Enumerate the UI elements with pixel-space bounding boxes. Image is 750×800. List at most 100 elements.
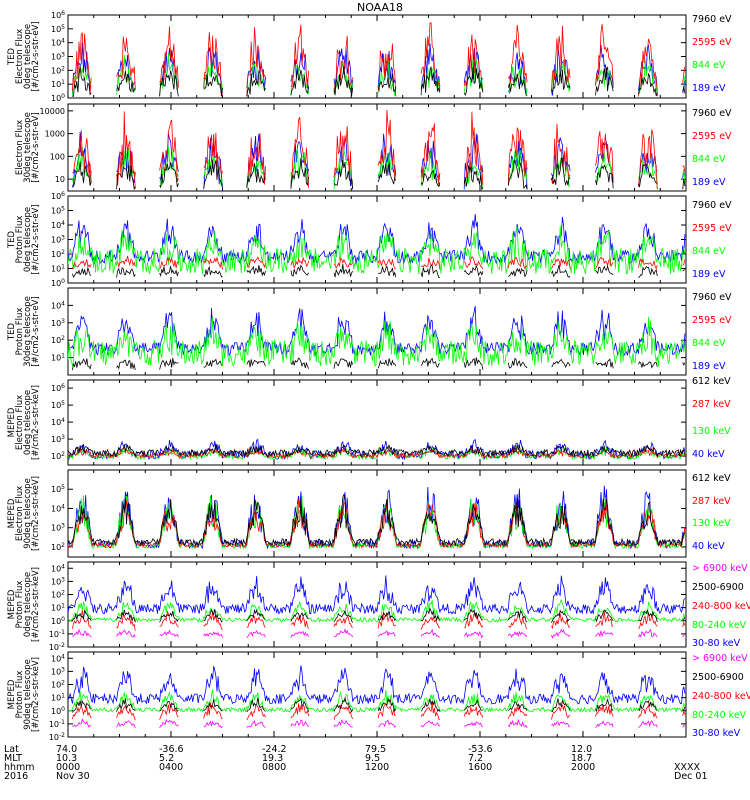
y-tick-label: 102 <box>51 335 65 345</box>
footer-hhmm: 0800 <box>262 762 286 773</box>
footer-mlt: 10.3 <box>56 753 77 764</box>
legend-entry: 40 keV <box>692 449 725 460</box>
y-axis-label: TED <box>7 47 17 66</box>
legend-entry: 30-80 keV <box>692 728 741 739</box>
y-tick-label: 100 <box>51 278 65 288</box>
y-tick-label: 106 <box>51 191 65 201</box>
y-axis-label: [#/cm2-s-str-keV] <box>31 567 41 642</box>
y-tick-label: 104 <box>51 653 65 663</box>
y-axis-label: Electron Flux <box>15 395 25 450</box>
y-tick-label: 10-1 <box>49 719 65 729</box>
legend-entry: 80-240 keV <box>692 620 747 631</box>
y-tick-label: 10-2 <box>49 732 65 742</box>
legend-entry: 7960 eV <box>692 200 732 211</box>
footer-mlt: 5.2 <box>159 753 174 764</box>
panel-frame <box>67 195 687 284</box>
flux-traces <box>68 575 686 639</box>
y-axis-label: TED <box>7 322 17 341</box>
y-axis-label: MEPED <box>7 679 17 709</box>
y-tick-label: 103 <box>51 523 65 533</box>
legend-entry: 189 eV <box>692 83 726 94</box>
footer-hhmm: XXXX <box>674 762 701 773</box>
flux-traces <box>68 213 686 279</box>
y-tick-label: 104 <box>51 417 65 427</box>
footer-hhmm: 0400 <box>159 762 183 773</box>
legend-entry: 2500-6900 <box>692 582 744 593</box>
legend-entry: 189 eV <box>692 269 726 280</box>
y-axis-label: [#/cm2-s-str-eV] <box>31 112 41 182</box>
y-axis-label: MEPED <box>7 407 17 437</box>
legend-entry: 2500-6900 <box>692 672 744 683</box>
footer-date: Nov 30 <box>56 771 90 782</box>
footer-lat: -24.2 <box>262 744 287 755</box>
y-tick-label: 10000 <box>40 107 65 116</box>
y-axis-label: MEPED <box>7 589 17 619</box>
y-tick-label: 101 <box>51 79 65 89</box>
y-axis-label: 0deg telescope <box>23 207 33 272</box>
legend-entry: 844 eV <box>692 338 726 349</box>
legend-entry: 2595 eV <box>692 223 732 234</box>
y-tick-label: 10 <box>55 175 65 184</box>
y-tick-label: 101 <box>51 353 65 363</box>
y-axis-label: Proton Flux <box>15 216 25 264</box>
y-tick-label: 105 <box>51 484 65 494</box>
chart-title: NOAA18 <box>357 1 403 14</box>
legend-entry: 2595 eV <box>692 37 732 48</box>
y-axis-label: Electron Flux <box>15 120 25 175</box>
footer-hhmm: 2000 <box>571 762 595 773</box>
footer-hhmm: 1200 <box>365 762 389 773</box>
legend-entry: 40 keV <box>692 541 725 552</box>
y-tick-label: 104 <box>51 563 65 573</box>
legend-entry: 2595 eV <box>692 131 732 142</box>
y-tick-label: 104 <box>51 220 65 230</box>
footer-lat: 74.0 <box>56 744 77 755</box>
footer-row-label: hhmm <box>4 762 35 773</box>
footer-row-label: Lat <box>4 744 19 755</box>
footer-date: Dec 01 <box>674 771 708 782</box>
y-tick-label: 102 <box>51 249 65 259</box>
y-tick-label: 100 <box>51 706 65 716</box>
y-tick-label: 105 <box>51 206 65 216</box>
legend-entry: 130 keV <box>692 426 731 437</box>
footer-mlt: 19.3 <box>262 753 283 764</box>
footer-mlt: 9.5 <box>365 753 380 764</box>
y-tick-label: 100 <box>51 93 65 103</box>
y-tick-label: 10-1 <box>49 629 65 639</box>
y-tick-label: 100 <box>51 616 65 626</box>
flux-traces <box>68 485 686 550</box>
y-axis-label: 0deg telescope <box>23 24 33 89</box>
y-tick-label: 103 <box>51 434 65 444</box>
panel-frame <box>67 651 687 738</box>
y-axis-label: [#/cm2-s-str-eV] <box>31 296 41 366</box>
legend-entry: 844 eV <box>692 154 726 165</box>
y-tick-label: 104 <box>51 503 65 513</box>
y-axis-label: 0deg telescope <box>23 390 33 455</box>
y-axis-label: [#/cm2-s-str-eV] <box>31 21 41 91</box>
legend-entry: 844 eV <box>692 60 726 71</box>
y-tick-label: 104 <box>51 300 65 310</box>
y-tick-label: 102 <box>51 542 65 552</box>
legend-entry: 189 eV <box>692 177 726 188</box>
y-axis-label: Proton Flux <box>15 671 25 719</box>
y-axis-label: 30deg telescope <box>23 296 33 367</box>
y-tick-label: 103 <box>51 666 65 676</box>
legend-entry: 612 keV <box>692 473 731 484</box>
legend-entry: 240-800 keV <box>692 601 750 612</box>
footer-row-label: 2016 <box>4 771 28 782</box>
y-tick-label: 106 <box>51 383 65 393</box>
y-tick-label: 103 <box>51 235 65 245</box>
y-tick-label: 104 <box>51 38 65 48</box>
y-axis-label: [#/cm2-s-str-keV] <box>31 476 41 551</box>
legend-entry: 80-240 keV <box>692 710 747 721</box>
y-tick-label: 1000 <box>45 130 65 139</box>
y-tick-label: 100 <box>50 152 65 161</box>
legend-entry: 612 keV <box>692 376 731 387</box>
y-axis-label: Proton Flux <box>15 308 25 356</box>
y-tick-label: 105 <box>51 400 65 410</box>
